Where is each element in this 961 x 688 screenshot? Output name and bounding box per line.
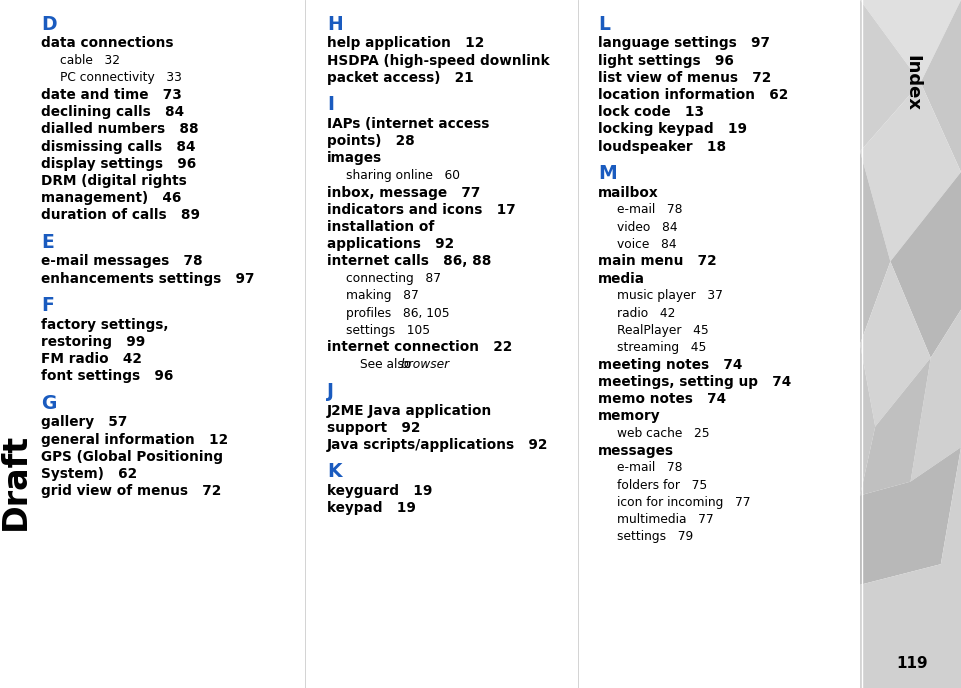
Text: G: G — [41, 394, 57, 413]
Text: profiles   86, 105: profiles 86, 105 — [346, 307, 450, 319]
Text: video   84: video 84 — [617, 221, 678, 233]
Text: M: M — [598, 164, 617, 183]
Text: K: K — [327, 462, 341, 482]
Text: help application   12: help application 12 — [327, 36, 484, 50]
Text: language settings   97: language settings 97 — [598, 36, 770, 50]
Text: memory: memory — [598, 409, 660, 423]
Text: factory settings,: factory settings, — [41, 318, 169, 332]
Text: indicators and icons   17: indicators and icons 17 — [327, 203, 516, 217]
Text: internet connection   22: internet connection 22 — [327, 341, 512, 354]
Text: points)   28: points) 28 — [327, 134, 414, 148]
Text: voice   84: voice 84 — [617, 238, 677, 250]
Text: grid view of menus   72: grid view of menus 72 — [41, 484, 222, 498]
Text: messages: messages — [598, 444, 674, 458]
Text: cable   32: cable 32 — [61, 54, 120, 67]
Text: meetings, setting up   74: meetings, setting up 74 — [598, 375, 791, 389]
Text: I: I — [327, 95, 333, 114]
Text: settings   79: settings 79 — [617, 530, 693, 543]
Text: font settings   96: font settings 96 — [41, 369, 174, 383]
Text: keypad   19: keypad 19 — [327, 502, 416, 515]
Text: locking keypad   19: locking keypad 19 — [598, 122, 747, 136]
Text: F: F — [41, 296, 54, 315]
Text: light settings   96: light settings 96 — [598, 54, 733, 67]
Text: sharing online   60: sharing online 60 — [346, 169, 459, 182]
Text: mailbox: mailbox — [598, 186, 658, 200]
Polygon shape — [860, 151, 891, 344]
Text: D: D — [41, 14, 57, 34]
Text: HSDPA (high-speed downlink: HSDPA (high-speed downlink — [327, 54, 550, 67]
Text: J2ME Java application: J2ME Java application — [327, 404, 492, 418]
Text: support   92: support 92 — [327, 421, 420, 435]
Text: duration of calls   89: duration of calls 89 — [41, 208, 200, 222]
Text: H: H — [327, 14, 342, 34]
Polygon shape — [911, 310, 961, 482]
Text: inbox, message   77: inbox, message 77 — [327, 186, 480, 200]
Text: Java scripts/applications   92: Java scripts/applications 92 — [327, 438, 548, 452]
Text: general information   12: general information 12 — [41, 433, 229, 447]
Text: streaming   45: streaming 45 — [617, 341, 706, 354]
Text: J: J — [327, 382, 333, 401]
Polygon shape — [921, 0, 961, 172]
Text: L: L — [598, 14, 610, 34]
Polygon shape — [860, 261, 930, 427]
Text: lock code   13: lock code 13 — [598, 105, 703, 119]
Text: IAPs (internet access: IAPs (internet access — [327, 117, 489, 131]
Polygon shape — [860, 344, 875, 495]
Text: e-mail   78: e-mail 78 — [617, 204, 682, 216]
Text: gallery   57: gallery 57 — [41, 416, 128, 429]
Text: memo notes   74: memo notes 74 — [598, 392, 726, 406]
Text: location information   62: location information 62 — [598, 88, 788, 102]
Text: icon for incoming   77: icon for incoming 77 — [617, 496, 751, 508]
Polygon shape — [860, 447, 961, 688]
Polygon shape — [891, 172, 961, 358]
Text: e-mail messages   78: e-mail messages 78 — [41, 255, 203, 268]
Text: radio   42: radio 42 — [617, 307, 675, 319]
Text: dialled numbers   88: dialled numbers 88 — [41, 122, 199, 136]
Text: display settings   96: display settings 96 — [41, 157, 197, 171]
Text: date and time   73: date and time 73 — [41, 88, 183, 102]
Text: internet calls   86, 88: internet calls 86, 88 — [327, 255, 491, 268]
Text: management)   46: management) 46 — [41, 191, 182, 205]
Text: meeting notes   74: meeting notes 74 — [598, 358, 742, 372]
Text: browser: browser — [401, 358, 450, 371]
Text: E: E — [41, 233, 54, 252]
Polygon shape — [860, 358, 930, 495]
Text: connecting   87: connecting 87 — [346, 272, 441, 285]
Text: multimedia   77: multimedia 77 — [617, 513, 713, 526]
Text: images: images — [327, 151, 382, 165]
Text: e-mail   78: e-mail 78 — [617, 462, 682, 474]
Polygon shape — [860, 0, 961, 83]
Text: DRM (digital rights: DRM (digital rights — [41, 174, 187, 188]
Text: System)   62: System) 62 — [41, 467, 137, 481]
Text: Draft: Draft — [0, 433, 32, 530]
Text: Index: Index — [903, 54, 922, 111]
Text: settings   105: settings 105 — [346, 324, 430, 336]
Polygon shape — [860, 447, 961, 585]
Text: PC connectivity   33: PC connectivity 33 — [61, 72, 182, 84]
Text: See also: See also — [359, 358, 415, 371]
Text: main menu   72: main menu 72 — [598, 255, 716, 268]
Text: web cache   25: web cache 25 — [617, 427, 709, 440]
Text: restoring   99: restoring 99 — [41, 335, 145, 349]
Text: applications   92: applications 92 — [327, 237, 454, 251]
Text: loudspeaker   18: loudspeaker 18 — [598, 140, 726, 153]
Text: folders for   75: folders for 75 — [617, 479, 707, 491]
Text: making   87: making 87 — [346, 290, 418, 302]
Text: declining calls   84: declining calls 84 — [41, 105, 185, 119]
Text: keyguard   19: keyguard 19 — [327, 484, 432, 498]
Text: FM radio   42: FM radio 42 — [41, 352, 142, 366]
Text: RealPlayer   45: RealPlayer 45 — [617, 324, 708, 336]
Text: GPS (Global Positioning: GPS (Global Positioning — [41, 450, 223, 464]
Text: packet access)   21: packet access) 21 — [327, 71, 474, 85]
Text: media: media — [598, 272, 645, 286]
Text: installation of: installation of — [327, 220, 434, 234]
Text: list view of menus   72: list view of menus 72 — [598, 71, 771, 85]
Polygon shape — [860, 83, 961, 261]
Text: 119: 119 — [897, 656, 928, 671]
Text: music player   37: music player 37 — [617, 290, 723, 302]
Text: enhancements settings   97: enhancements settings 97 — [41, 272, 255, 286]
Text: data connections: data connections — [41, 36, 174, 50]
Polygon shape — [860, 0, 921, 151]
Text: dismissing calls   84: dismissing calls 84 — [41, 140, 196, 153]
